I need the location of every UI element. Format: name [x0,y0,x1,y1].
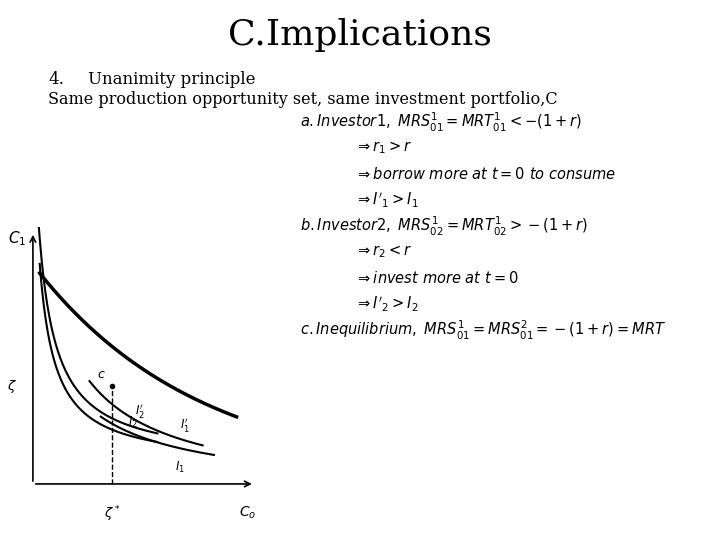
Text: $\it{\Rightarrow I'_{2}>I_{2}}$: $\it{\Rightarrow I'_{2}>I_{2}}$ [355,294,418,314]
Text: $\it{b.Investor2,\ MRS^{1}_{02}=MRT^{1}_{02}>-(1+r)}$: $\it{b.Investor2,\ MRS^{1}_{02}=MRT^{1}_… [300,214,588,238]
Text: $\zeta$: $\zeta$ [7,377,17,395]
Text: $I_1'$: $I_1'$ [180,416,190,434]
Text: $\it{\Rightarrow borrow\ more\ at\ t=0\ to\ consume}$: $\it{\Rightarrow borrow\ more\ at\ t=0\ … [355,166,616,182]
Text: $\it{\Rightarrow r_{1}>r}$: $\it{\Rightarrow r_{1}>r}$ [355,140,413,157]
Text: Same production opportunity set, same investment portfolio,C: Same production opportunity set, same in… [48,91,557,109]
Text: $\mathit{c}$: $\mathit{c}$ [96,368,105,381]
Text: C.Implications: C.Implications [228,18,492,52]
Text: $\zeta^*$: $\zeta^*$ [104,504,120,524]
Text: $I_2$: $I_2$ [128,415,138,430]
Text: $I_1$: $I_1$ [176,460,186,475]
Text: $C_o$: $C_o$ [239,504,256,521]
Text: $C_1$: $C_1$ [8,230,26,248]
Text: $\it{\Rightarrow invest\ more\ at\ t=0}$: $\it{\Rightarrow invest\ more\ at\ t=0}$ [355,270,518,286]
Text: $I_2'$: $I_2'$ [135,402,145,420]
Text: $\it{\Rightarrow I'_{1}>I_{1}}$: $\it{\Rightarrow I'_{1}>I_{1}}$ [355,191,418,210]
Text: 4.: 4. [48,71,64,89]
Text: Unanimity principle: Unanimity principle [88,71,256,89]
Text: $\it{\Rightarrow r_{2}<r}$: $\it{\Rightarrow r_{2}<r}$ [355,244,413,260]
Text: $\it{c.Inequilibrium,\ MRS^{1}_{01}=MRS^{2}_{01}=-(1+r)=MRT}$: $\it{c.Inequilibrium,\ MRS^{1}_{01}=MRS^… [300,319,666,342]
Text: $\it{a.Investor1,\ MRS^{1}_{01}=MRT^{1}_{01}<-(1+r)}$: $\it{a.Investor1,\ MRS^{1}_{01}=MRT^{1}_… [300,110,582,133]
